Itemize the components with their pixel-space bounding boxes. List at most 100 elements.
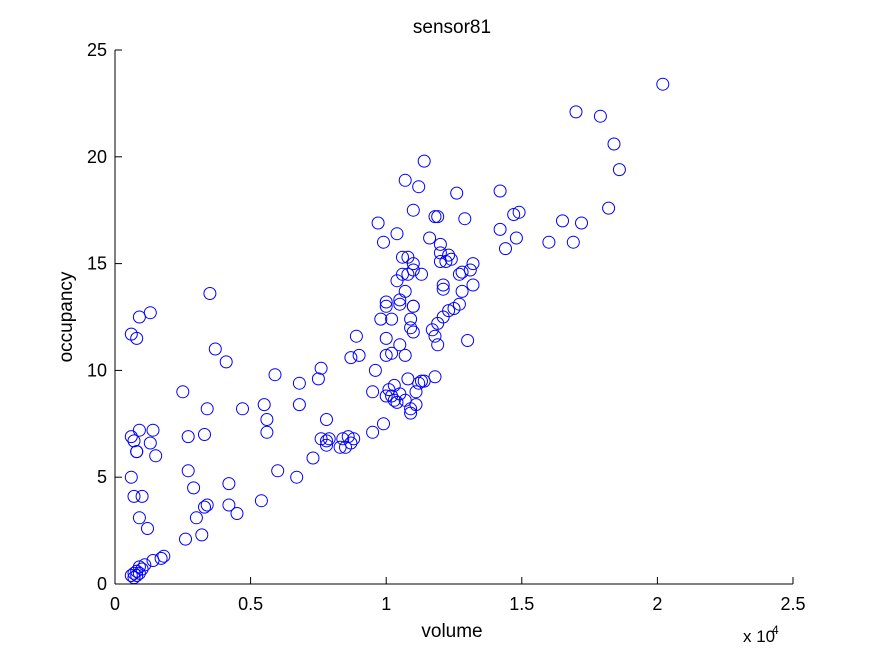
data-point bbox=[452, 297, 466, 311]
data-point bbox=[656, 77, 670, 91]
data-point bbox=[379, 331, 393, 345]
data-point bbox=[320, 434, 333, 448]
data-point bbox=[433, 255, 447, 268]
data-point bbox=[390, 395, 404, 409]
data-point bbox=[132, 310, 146, 324]
data-point bbox=[130, 569, 144, 582]
data-point bbox=[352, 348, 366, 362]
data-point bbox=[154, 551, 168, 565]
data-point bbox=[374, 312, 388, 326]
data-point bbox=[349, 329, 363, 343]
data-point bbox=[127, 434, 141, 448]
data-point bbox=[463, 263, 477, 277]
x-axis-exponent: x 10 4 bbox=[743, 623, 779, 646]
data-point bbox=[428, 329, 442, 343]
data-point bbox=[200, 402, 214, 416]
data-point bbox=[593, 109, 607, 123]
x-tick-label: 0.5 bbox=[238, 594, 263, 614]
data-point bbox=[393, 338, 407, 352]
data-point bbox=[404, 321, 418, 335]
data-point bbox=[344, 351, 358, 365]
data-point bbox=[428, 370, 442, 384]
data-point bbox=[569, 105, 583, 119]
data-point bbox=[396, 250, 409, 264]
data-point bbox=[509, 231, 523, 245]
x-axis-label: volume bbox=[421, 621, 482, 642]
x-tick-label: 0 bbox=[110, 594, 120, 614]
data-point bbox=[200, 498, 214, 512]
data-point bbox=[436, 282, 450, 296]
data-point bbox=[222, 477, 236, 491]
data-point bbox=[377, 235, 390, 249]
data-points bbox=[124, 77, 670, 585]
data-point bbox=[379, 348, 393, 362]
x-axis-ticks: 0 0.5 1 1.5 2 2.5 bbox=[110, 577, 806, 614]
data-point bbox=[135, 562, 149, 576]
data-point bbox=[444, 252, 458, 266]
data-point bbox=[230, 507, 244, 520]
data-point bbox=[187, 481, 201, 495]
data-point bbox=[406, 203, 420, 217]
data-point bbox=[341, 430, 355, 444]
data-point bbox=[146, 423, 160, 437]
data-point bbox=[556, 214, 569, 228]
data-point bbox=[612, 163, 626, 177]
data-point bbox=[412, 180, 426, 194]
data-point bbox=[379, 295, 393, 309]
data-point bbox=[149, 449, 163, 463]
data-point bbox=[406, 299, 420, 313]
data-point bbox=[406, 257, 420, 271]
data-point bbox=[366, 425, 380, 439]
y-axis-ticks: 0 5 10 15 20 25 bbox=[87, 40, 122, 594]
data-point bbox=[124, 470, 138, 484]
data-point bbox=[198, 500, 211, 514]
chart-title: sensor81 bbox=[413, 17, 491, 38]
data-point bbox=[455, 284, 469, 298]
data-point bbox=[141, 522, 154, 535]
data-point bbox=[132, 423, 146, 437]
data-point bbox=[336, 432, 350, 446]
data-point bbox=[409, 385, 423, 399]
data-point bbox=[423, 231, 437, 245]
data-point bbox=[439, 255, 453, 268]
data-point bbox=[260, 413, 274, 426]
data-point bbox=[260, 425, 274, 439]
data-point bbox=[132, 511, 146, 525]
data-point bbox=[499, 242, 512, 256]
data-point bbox=[181, 430, 195, 444]
data-point bbox=[436, 278, 450, 292]
data-point bbox=[322, 432, 336, 446]
data-point bbox=[254, 494, 268, 508]
data-point bbox=[602, 201, 616, 215]
data-point bbox=[393, 297, 407, 311]
data-point bbox=[398, 348, 412, 362]
data-point bbox=[431, 338, 445, 352]
data-point bbox=[442, 304, 456, 318]
data-point bbox=[461, 334, 475, 347]
data-point bbox=[143, 436, 157, 450]
data-point bbox=[130, 445, 144, 459]
data-point bbox=[455, 265, 469, 279]
data-point bbox=[368, 363, 382, 377]
data-point bbox=[132, 560, 146, 574]
data-point bbox=[466, 278, 480, 292]
data-point bbox=[417, 154, 431, 168]
data-point bbox=[390, 227, 404, 241]
data-point bbox=[366, 385, 380, 399]
data-point bbox=[404, 312, 418, 326]
data-point bbox=[208, 342, 222, 356]
data-point bbox=[512, 205, 526, 219]
data-point bbox=[320, 438, 333, 452]
data-point bbox=[130, 564, 144, 578]
data-point bbox=[371, 216, 385, 230]
data-point bbox=[176, 385, 190, 399]
data-point bbox=[507, 208, 521, 221]
y-axis-label: occupancy bbox=[56, 271, 77, 362]
data-point bbox=[314, 361, 328, 375]
data-point bbox=[415, 374, 428, 388]
data-point bbox=[306, 451, 320, 465]
x-tick-label: 2 bbox=[652, 594, 662, 614]
data-point bbox=[398, 173, 412, 187]
data-point bbox=[398, 284, 412, 298]
data-point bbox=[236, 402, 249, 416]
